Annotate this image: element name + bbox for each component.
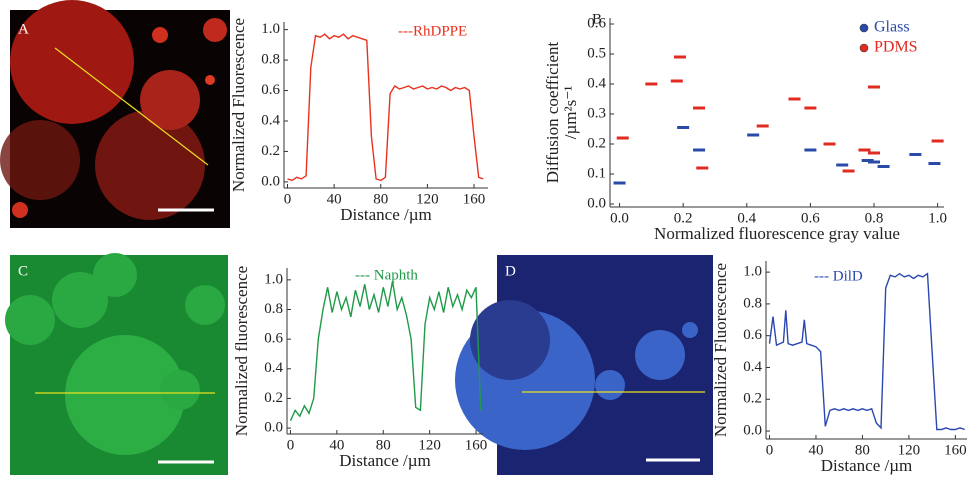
- point: [693, 148, 706, 152]
- x-tick-label: 160: [463, 191, 486, 207]
- y-tick-label: 1.0: [261, 21, 280, 37]
- point: [693, 106, 706, 110]
- y-tick-label: 0.6: [587, 15, 606, 31]
- point: [868, 151, 881, 155]
- x-tick-label: 0.2: [674, 210, 693, 226]
- panel-label: A: [18, 21, 29, 37]
- micrograph-d: D: [455, 255, 713, 475]
- point: [804, 106, 817, 110]
- legend-label: --- Naphth: [355, 267, 418, 283]
- y-axis-label: /µm²s⁻¹: [561, 86, 580, 140]
- x-tick-label: 0.0: [610, 210, 629, 226]
- line: [287, 33, 484, 182]
- legend-label: --- DilD: [814, 268, 863, 284]
- point: [823, 142, 836, 146]
- y-tick-label: 0.6: [261, 82, 280, 98]
- x-tick-label: 0: [287, 437, 295, 453]
- legend-label: Glass: [874, 19, 910, 36]
- y-axis-label: Diffusion coefficient: [543, 41, 562, 183]
- x-tick-label: 120: [418, 437, 441, 453]
- point: [756, 124, 769, 128]
- point: [645, 82, 658, 86]
- x-tick-label: 0: [766, 442, 774, 458]
- y-tick-label: 0.3: [587, 105, 606, 121]
- point: [909, 153, 922, 156]
- y-tick-label: 0.0: [587, 195, 606, 211]
- x-tick-label: 120: [898, 442, 921, 458]
- x-tick-label: 1.0: [928, 210, 947, 226]
- x-tick-label: 0.8: [865, 210, 884, 226]
- micrograph-a: A: [0, 0, 230, 228]
- y-tick-label: 0.2: [261, 143, 280, 159]
- y-tick-label: 1.0: [743, 264, 762, 280]
- y-tick-label: 0.2: [264, 390, 283, 406]
- micrograph-c: C: [5, 253, 228, 475]
- legend-label: ---RhDPPE: [398, 23, 467, 39]
- point: [868, 160, 881, 164]
- x-tick-label: 80: [373, 191, 388, 207]
- point: [928, 162, 941, 165]
- x-tick-label: 160: [465, 437, 488, 453]
- x-tick-label: 40: [329, 437, 344, 453]
- x-tick-label: 160: [944, 442, 967, 458]
- panel-label: D: [505, 263, 516, 279]
- y-tick-label: 0.6: [743, 327, 762, 343]
- y-tick-label: 0.2: [743, 391, 762, 407]
- x-tick-label: 120: [416, 191, 439, 207]
- y-tick-label: 0.6: [264, 331, 283, 347]
- point: [861, 159, 874, 162]
- point: [836, 163, 849, 167]
- legend-label: PDMS: [874, 39, 918, 56]
- point: [842, 169, 855, 173]
- point: [673, 55, 686, 59]
- legend-marker: [859, 23, 869, 33]
- point: [616, 136, 629, 140]
- line: [289, 281, 482, 421]
- point: [788, 97, 801, 101]
- x-tick-label: 0.4: [737, 210, 756, 226]
- y-tick-label: 0.1: [587, 165, 606, 181]
- x-tick-label: 80: [855, 442, 870, 458]
- y-tick-label: 0.5: [587, 45, 606, 61]
- x-tick-label: 0.6: [801, 210, 820, 226]
- y-tick-label: 1.0: [264, 271, 283, 287]
- point: [858, 148, 871, 152]
- x-axis-label: Normalized fluorescence gray value: [654, 224, 900, 243]
- y-tick-label: 0.8: [264, 301, 283, 317]
- y-tick-label: 0.4: [261, 112, 280, 128]
- y-axis-label: Normalized Fluorescence: [711, 263, 730, 437]
- legend-marker: [859, 43, 869, 53]
- x-axis-label: Distance /µm: [340, 205, 431, 224]
- x-tick-label: 0: [284, 191, 292, 207]
- x-tick-label: 40: [327, 191, 342, 207]
- y-tick-label: 0.4: [264, 360, 283, 376]
- x-tick-label: 80: [376, 437, 391, 453]
- x-axis-label: Distance /µm: [821, 456, 912, 475]
- point: [670, 79, 683, 83]
- y-tick-label: 0.4: [743, 359, 762, 375]
- point: [696, 166, 709, 170]
- point: [804, 148, 817, 152]
- panel-label: B: [592, 11, 602, 27]
- x-tick-label: 40: [808, 442, 823, 458]
- y-tick-label: 0.2: [587, 135, 606, 151]
- point: [677, 126, 690, 129]
- point: [868, 85, 881, 89]
- y-tick-label: 0.8: [743, 295, 762, 311]
- line: [768, 272, 965, 431]
- panel-label: C: [18, 263, 28, 279]
- y-tick-label: 0.4: [587, 75, 606, 91]
- y-tick-label: 0.0: [264, 420, 283, 436]
- y-tick-label: 0.0: [261, 173, 280, 189]
- point: [931, 139, 944, 143]
- y-axis-label: Normalized Fluorescence: [229, 18, 248, 192]
- point: [613, 181, 626, 185]
- point: [877, 165, 890, 168]
- y-tick-label: 0.0: [743, 422, 762, 438]
- y-axis-label: Normalized fluorescence: [232, 266, 251, 436]
- point: [747, 133, 760, 137]
- y-tick-label: 0.8: [261, 52, 280, 68]
- x-axis-label: Distance /µm: [339, 451, 430, 470]
